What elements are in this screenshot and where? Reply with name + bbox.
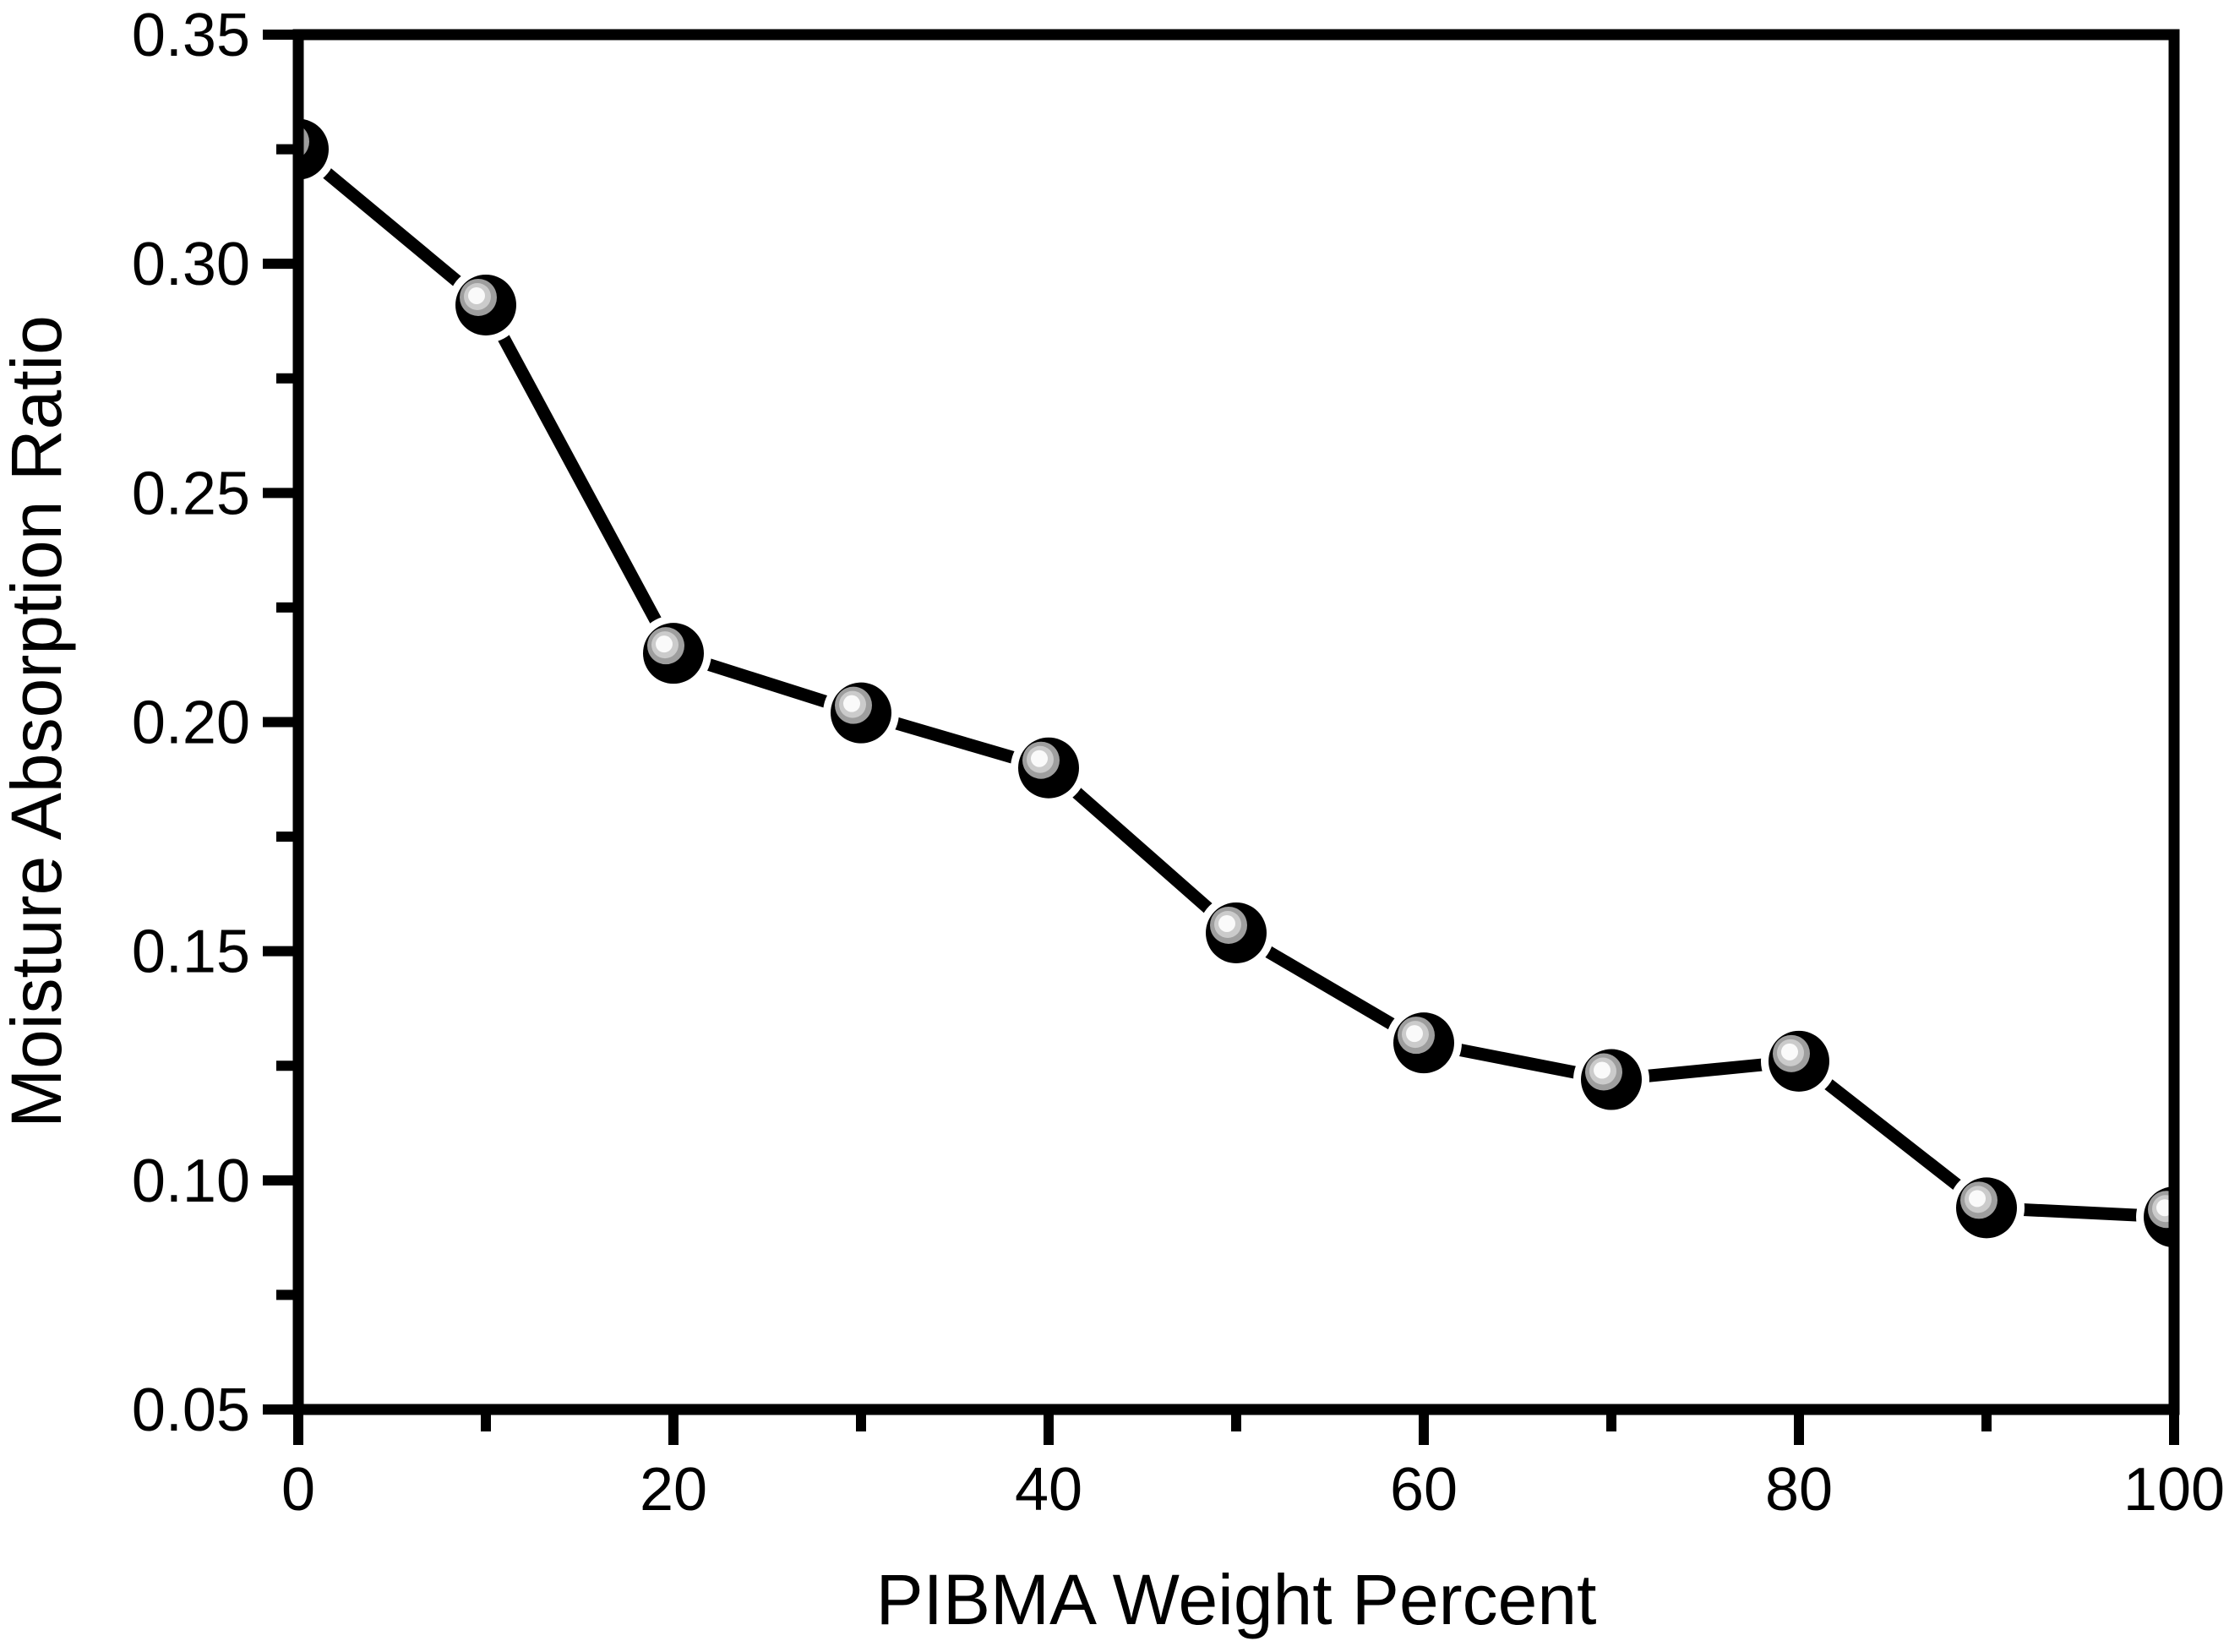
y-tick-label: 0.10 — [132, 1148, 250, 1215]
data-point-marker — [1948, 1169, 2025, 1246]
data-point-marker — [1386, 1005, 1462, 1082]
y-tick-label: 0.05 — [132, 1377, 250, 1444]
x-tick-label: 0 — [281, 1456, 315, 1524]
plot-data-layer — [298, 111, 2174, 1256]
marker-highlight-core — [1031, 750, 1048, 767]
x-tick-label: 60 — [1390, 1456, 1458, 1524]
x-axis-title: PIBMA Weight Percent — [876, 1560, 1597, 1639]
y-tick-label: 0.20 — [132, 690, 250, 757]
plot-frame — [292, 29, 2180, 1415]
data-point-marker — [1198, 894, 1274, 971]
marker-highlight-core — [843, 695, 860, 712]
y-axis-title: Moisture Absorption Ratio — [0, 315, 76, 1128]
data-point-marker — [1011, 729, 1087, 806]
marker-highlight-core — [1594, 1061, 1611, 1079]
marker-highlight-core — [1781, 1043, 1798, 1060]
data-point-marker — [448, 266, 524, 343]
marker-highlight-core — [468, 286, 485, 304]
marker-highlight-core — [1969, 1190, 1986, 1208]
x-tick-label: 80 — [1765, 1456, 1833, 1524]
axis-layer: 0 20 40 60 80 100 0.05 0.10 0.15 0.20 0.25 0.30 0.35 — [132, 2, 2225, 1524]
marker-highlight-core — [1406, 1025, 1423, 1043]
data-point-marker — [823, 674, 899, 751]
data-point-marker — [1573, 1041, 1649, 1118]
data-point-marker — [635, 615, 711, 692]
marker-highlight-core — [656, 635, 673, 653]
x-tick-label: 40 — [1015, 1456, 1082, 1524]
y-tick-label: 0.15 — [132, 919, 250, 986]
y-tick-label: 0.35 — [132, 2, 250, 69]
y-tick-label: 0.25 — [132, 460, 250, 527]
x-tick-label: 100 — [2123, 1456, 2225, 1524]
data-point-marker — [1761, 1022, 1837, 1099]
y-tick-label: 0.30 — [132, 231, 250, 298]
x-tick-label: 20 — [640, 1456, 707, 1524]
series-line — [298, 143, 2174, 1224]
marker-highlight-core — [1218, 914, 1235, 932]
